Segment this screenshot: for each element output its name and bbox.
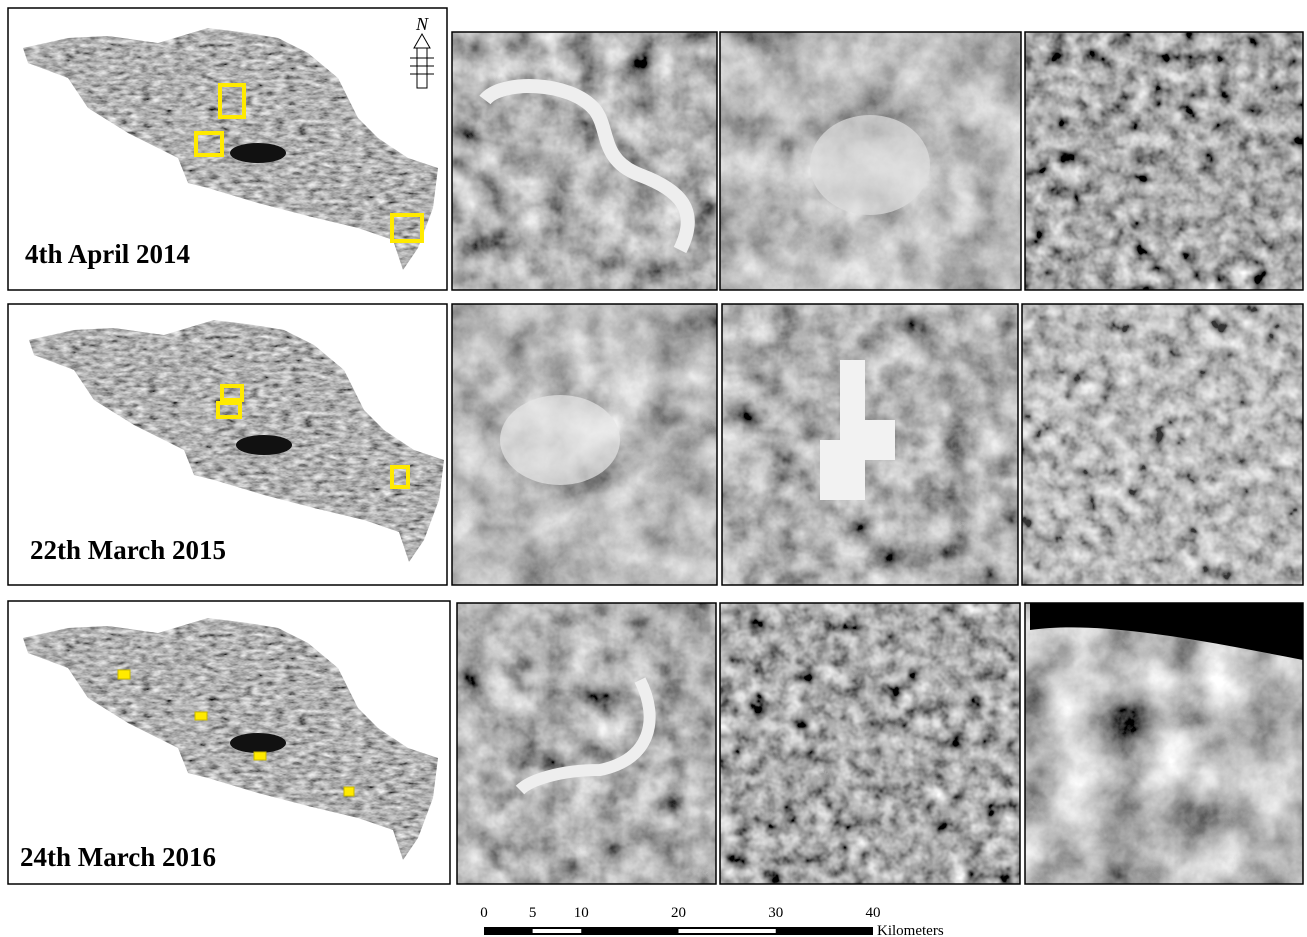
scale-segment — [532, 929, 582, 933]
date-label: 24th March 2016 — [20, 842, 216, 872]
detail-images — [451, 31, 1304, 885]
scale-bar: 0 5 10 20 30 40 Kilometers — [480, 905, 944, 937]
scale-unit: Kilometers — [877, 923, 944, 937]
scale-segment — [678, 929, 776, 933]
scale-tick-label: 10 — [574, 905, 589, 921]
overview-panel: 24th March 2016 — [7, 598, 451, 885]
scale-tick-label: 5 — [529, 905, 537, 921]
overview-panel: 4th April 2014 N — [7, 7, 448, 291]
scale-tick-label: 30 — [768, 905, 783, 921]
scale-tick-label: 0 — [480, 905, 488, 921]
scale-tick-label: 40 — [866, 905, 881, 921]
date-label: 4th April 2014 — [25, 239, 190, 269]
overview-panel: 22th March 2015 — [7, 300, 454, 586]
scale-tick-label: 20 — [671, 905, 686, 921]
north-label: N — [415, 14, 429, 34]
date-label: 22th March 2015 — [30, 535, 226, 565]
north-arrow: N — [410, 14, 434, 89]
